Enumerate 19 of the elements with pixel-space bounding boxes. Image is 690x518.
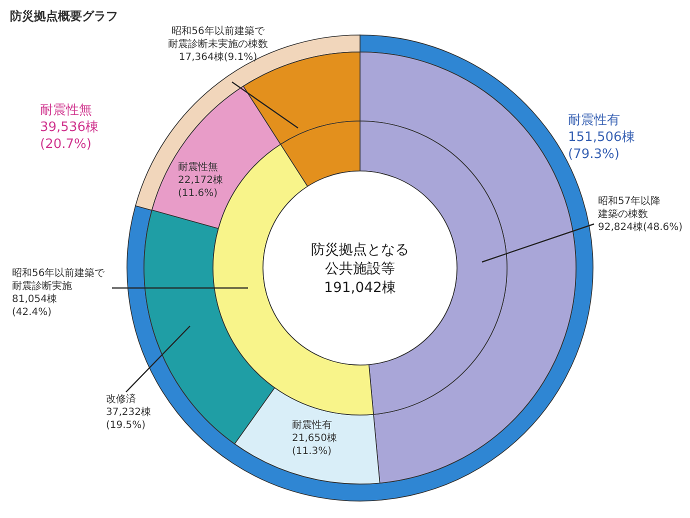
slice-label: 昭和56年以前建築で耐震診断実施 bbox=[12, 267, 106, 292]
chart-title: 防災拠点概要グラフ bbox=[10, 9, 118, 23]
slice-label: 耐震性無 bbox=[178, 161, 218, 173]
slice-label: 耐震性有 bbox=[292, 419, 332, 431]
data-label: 151,506棟 (79.3%) bbox=[568, 130, 635, 162]
data-label: 39,536棟 (20.7%) bbox=[40, 120, 98, 152]
slice-label: 耐震性無 bbox=[40, 103, 92, 118]
data-label: 81,054棟 (42.4%) bbox=[12, 293, 57, 318]
slice-label: 昭和57年以降建築の棟数 bbox=[597, 195, 661, 220]
data-label: 37,232棟 (19.5%) bbox=[106, 406, 151, 431]
data-label: 17,364棟(9.1%) bbox=[178, 51, 258, 63]
slice-label: 耐震性有 bbox=[568, 113, 620, 128]
data-label: 22,172棟 (11.6%) bbox=[178, 174, 223, 199]
text: 防災拠点となる公共施設等 bbox=[311, 242, 409, 277]
data-label: 92,824棟(48.6%) bbox=[598, 221, 683, 233]
data-label: 21,650棟 (11.3%) bbox=[292, 432, 337, 457]
slice-label: 改修済 bbox=[106, 393, 136, 405]
text: 191,042棟 bbox=[324, 280, 396, 296]
slice-label: 昭和56年以前建築で耐震診断未実施の棟数 bbox=[168, 25, 268, 50]
